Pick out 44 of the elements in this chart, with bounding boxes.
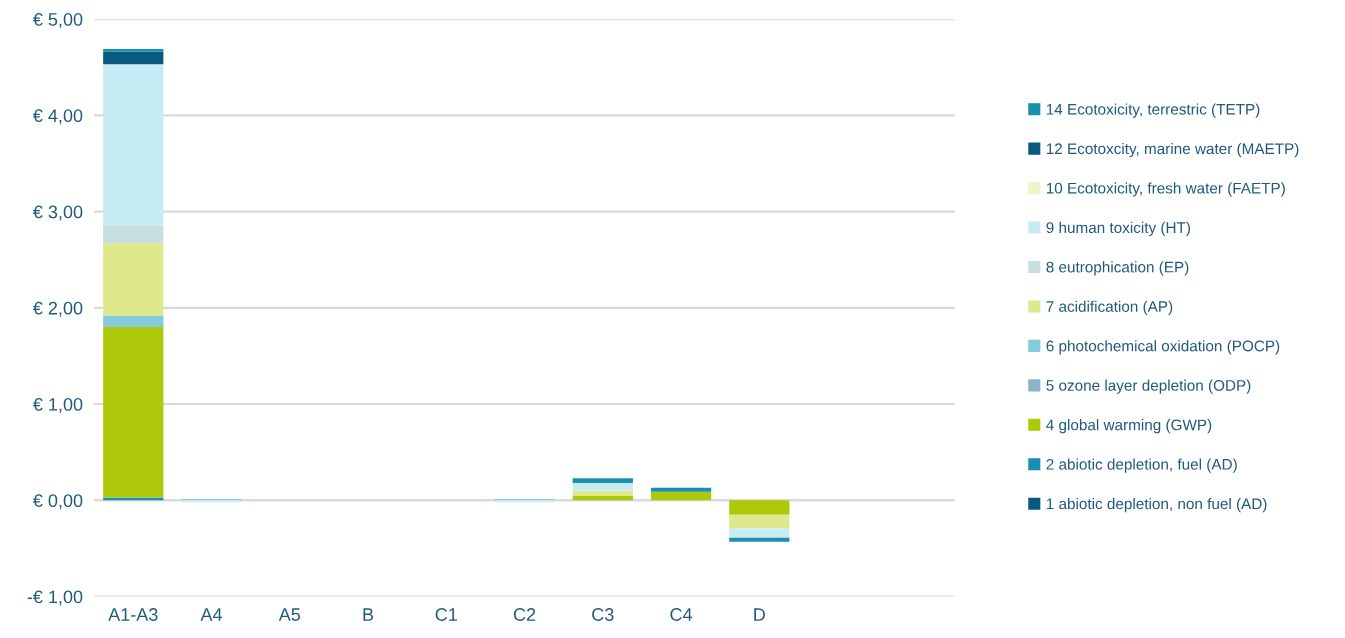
bar	[103, 48, 164, 52]
legend-label: 10 Ecotoxicity, fresh water (FAETP)	[1046, 182, 1285, 197]
x-tick-label: C2	[513, 608, 536, 621]
legend-label: 9 human toxicity (HT)	[1046, 221, 1190, 237]
bar	[103, 315, 164, 328]
bar	[572, 478, 633, 483]
bar	[103, 327, 164, 498]
legend-label: 14 Ecotoxicity, terrestric (TETP)	[1046, 103, 1260, 118]
y-tick-label: € 1,00	[32, 398, 83, 413]
bar	[103, 226, 164, 244]
bar	[650, 491, 712, 501]
bar	[572, 482, 633, 491]
bar	[729, 528, 790, 538]
bar	[103, 64, 164, 227]
x-tick-label: B	[363, 608, 374, 621]
x-tick-label: D	[754, 608, 765, 621]
y-tick-label: € 4,00	[32, 109, 83, 125]
legend-label: 6 photochemical oxidation (POCP)	[1046, 340, 1280, 355]
y-tick-label: € 3,00	[32, 205, 83, 221]
x-tick-label: C3	[592, 608, 614, 621]
bar	[729, 537, 790, 542]
bar	[103, 51, 164, 65]
bar	[729, 514, 790, 529]
legend-label: 12 Ecotoxcity, marine water (MAETP)	[1046, 142, 1299, 158]
y-tick-label: € 5,00	[32, 13, 83, 28]
legend-label: 2 abiotic depletion, fuel (AD)	[1046, 458, 1237, 473]
y-tick-label: € 2,00	[32, 301, 83, 317]
bar	[103, 497, 164, 501]
legend-label: 7 acidification (AP)	[1046, 300, 1173, 315]
legend-label: 4 global warming (GWP)	[1046, 419, 1212, 434]
x-tick-label: A1-A3	[108, 608, 158, 621]
legend-label: 5 ozone layer depletion (ODP)	[1046, 379, 1251, 394]
bar	[572, 495, 633, 501]
x-tick-label: A5	[278, 608, 301, 621]
x-tick-label: A4	[200, 608, 223, 621]
bar	[103, 243, 164, 316]
y-tick-label: € 0,00	[32, 494, 83, 510]
x-tick-label: C4	[670, 608, 693, 621]
bar	[650, 487, 712, 492]
y-tick-label: -€ 1,00	[27, 590, 83, 606]
x-tick-label: C1	[435, 608, 457, 621]
bar	[729, 500, 790, 515]
legend-label: 1 abiotic depletion, non fuel (AD)	[1046, 497, 1267, 513]
legend-label: 8 eutrophication (EP)	[1046, 261, 1189, 276]
